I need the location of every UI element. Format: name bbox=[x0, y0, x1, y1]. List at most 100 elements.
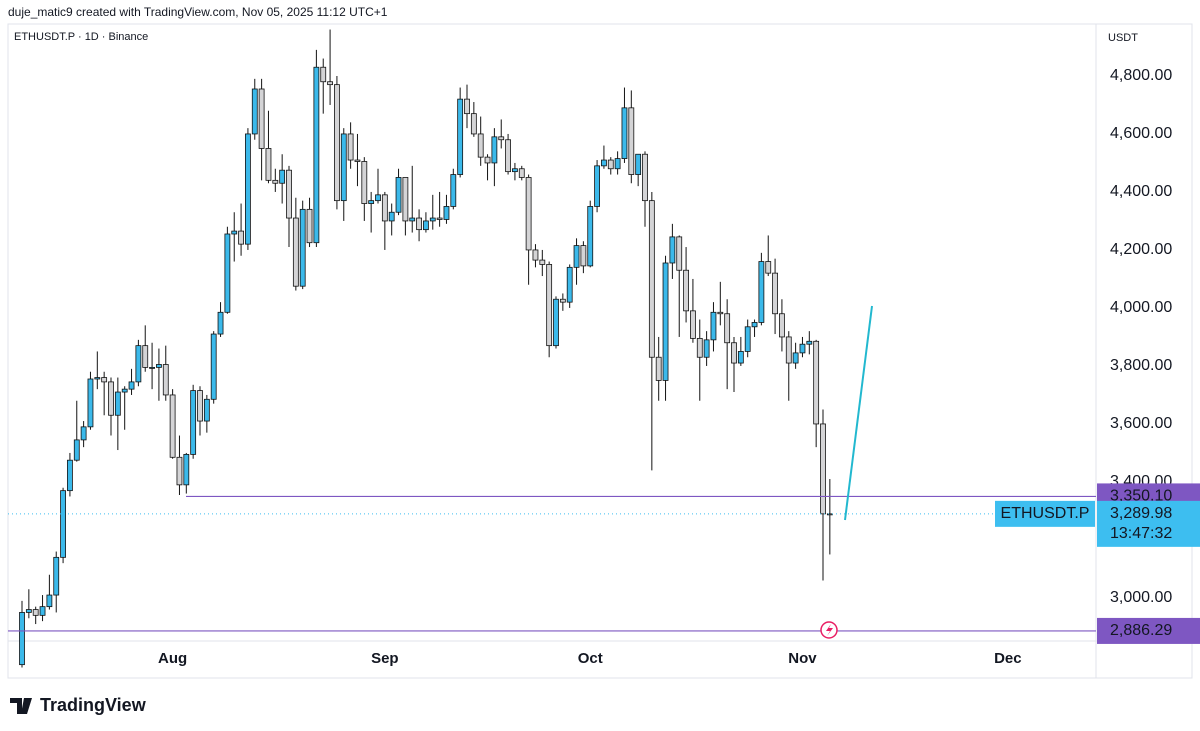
y-tick-label: 4,200.00 bbox=[1110, 241, 1172, 258]
symbol-label: ETHUSDT.P bbox=[1001, 505, 1090, 522]
brand: TradingView bbox=[40, 695, 147, 715]
candle-body bbox=[87, 378, 94, 428]
candle-body bbox=[176, 456, 183, 486]
symbol-info: ETHUSDT.P · 1D · Binance bbox=[14, 31, 148, 43]
candle-body bbox=[601, 159, 607, 167]
candle-body bbox=[381, 194, 388, 222]
candle-body bbox=[525, 177, 532, 251]
trend-line-drawing bbox=[844, 305, 873, 521]
candle-body bbox=[683, 269, 689, 312]
candle-body bbox=[532, 249, 539, 261]
level-label: 3,350.10 bbox=[1110, 488, 1172, 505]
candle-body bbox=[450, 174, 457, 207]
candle-body bbox=[265, 148, 272, 181]
candle-body bbox=[566, 266, 573, 303]
x-tick-label: Nov bbox=[788, 650, 817, 667]
candle-body bbox=[224, 233, 231, 313]
candle-body bbox=[484, 156, 491, 164]
candle-body bbox=[142, 345, 149, 368]
candle-body bbox=[744, 326, 751, 352]
candle-body bbox=[546, 264, 553, 347]
candle-body bbox=[121, 388, 128, 393]
credit: duje_matic9 created with TradingView.com… bbox=[8, 5, 388, 19]
candle-body bbox=[648, 200, 655, 358]
candle-body bbox=[114, 391, 121, 416]
candle-body bbox=[395, 177, 402, 213]
candle-body bbox=[53, 556, 60, 596]
candle-body bbox=[361, 161, 368, 204]
y-tick-label: 4,600.00 bbox=[1110, 125, 1172, 142]
candle-body bbox=[539, 259, 546, 265]
level-label: 2,886.29 bbox=[1110, 622, 1172, 639]
candle-body bbox=[813, 340, 820, 425]
candle-body bbox=[108, 381, 114, 416]
candle-body bbox=[559, 298, 566, 303]
last-price-label: 3,289.98 bbox=[1110, 505, 1172, 522]
y-tick-label: 3,800.00 bbox=[1110, 357, 1172, 374]
candle-body bbox=[101, 377, 108, 383]
candle-body bbox=[737, 351, 744, 364]
candle-body bbox=[388, 211, 395, 222]
chart-frame bbox=[7, 23, 1193, 679]
candle-body bbox=[279, 169, 286, 184]
candle-body bbox=[573, 245, 580, 268]
candle-body bbox=[731, 342, 737, 364]
level-label-box bbox=[1097, 617, 1200, 644]
alert-icon bbox=[820, 621, 838, 639]
candle-body bbox=[217, 311, 224, 335]
x-tick-label: Sep bbox=[371, 650, 399, 667]
candle-body bbox=[169, 394, 176, 458]
candle-body bbox=[258, 88, 265, 149]
candle-body bbox=[587, 206, 594, 267]
x-tick-label: Oct bbox=[578, 650, 603, 667]
candle-body bbox=[32, 609, 39, 616]
candle-body bbox=[703, 339, 710, 358]
last-price-box bbox=[1097, 500, 1200, 547]
candle-body bbox=[245, 133, 251, 245]
candle-body bbox=[306, 208, 313, 244]
candle-body bbox=[628, 107, 635, 175]
candle-body bbox=[662, 262, 669, 381]
candle-body bbox=[710, 311, 717, 341]
candle-body bbox=[334, 84, 340, 202]
candle-body bbox=[39, 606, 46, 616]
candle-body bbox=[190, 390, 197, 455]
candle-body bbox=[806, 340, 813, 345]
candle-body bbox=[553, 298, 559, 347]
candle-body bbox=[272, 179, 279, 184]
candle-body bbox=[429, 217, 436, 222]
candle-body bbox=[313, 66, 320, 244]
candle-body bbox=[210, 333, 217, 400]
candle-body bbox=[614, 158, 621, 170]
candle-body bbox=[464, 98, 470, 115]
candle-body bbox=[512, 168, 518, 173]
candle-body bbox=[457, 98, 464, 175]
candle-body bbox=[518, 168, 525, 178]
y-tick-label: 4,800.00 bbox=[1110, 67, 1172, 84]
candle-body bbox=[505, 139, 511, 173]
symbol-label-box bbox=[995, 500, 1095, 527]
candle-body bbox=[409, 217, 416, 222]
candle-body bbox=[251, 88, 258, 135]
candle-body bbox=[799, 343, 806, 354]
plot bbox=[8, 29, 1096, 668]
countdown-label: 13:47:32 bbox=[1110, 525, 1172, 542]
candle-body bbox=[73, 439, 80, 461]
candle-body bbox=[149, 366, 155, 369]
candle-body bbox=[80, 426, 87, 441]
candle-body bbox=[765, 261, 772, 274]
candle-body bbox=[423, 220, 429, 231]
currency: USDT bbox=[1108, 32, 1138, 44]
candle-body bbox=[402, 177, 409, 222]
candle-body bbox=[436, 217, 443, 220]
candle-body bbox=[443, 206, 450, 220]
candle-body bbox=[498, 136, 505, 141]
candle-body bbox=[25, 609, 32, 613]
candle-body bbox=[758, 261, 765, 323]
candle-body bbox=[690, 310, 696, 339]
candle-body bbox=[594, 165, 600, 207]
candle-body bbox=[655, 356, 662, 381]
candle-body bbox=[635, 153, 642, 175]
